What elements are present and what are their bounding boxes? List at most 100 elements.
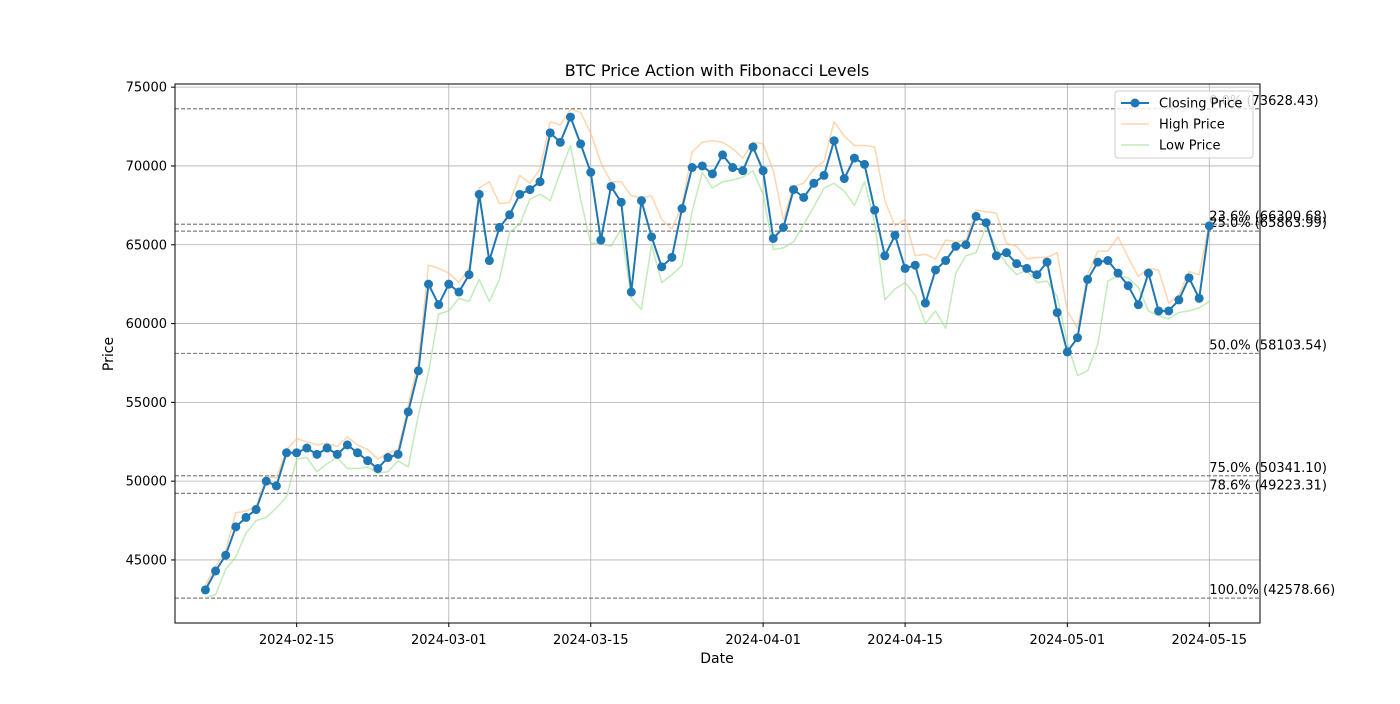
closing-price-point [1052,308,1062,318]
closing-price-point [271,481,281,491]
closing-price-point [900,263,910,273]
legend-box [1114,90,1254,159]
price-series [200,108,1214,599]
closing-price-point [910,260,920,270]
y-tick-label: 60000 [126,317,167,332]
closing-price-point [860,159,870,169]
closing-price-point [920,298,930,308]
y-tick-label: 75000 [126,81,167,96]
closing-price-point [424,279,434,289]
closing-price-point [657,262,667,272]
closing-price-point [819,170,829,180]
closing-price-point [312,449,322,459]
closing-price-point [1113,268,1123,278]
legend-label: Closing Price [1159,97,1242,112]
closing-price-point [231,522,241,532]
x-tick-label: 2024-05-01 [1030,633,1106,648]
closing-price-point [332,449,342,459]
closing-price-point [545,128,555,138]
closing-price-point [1032,270,1042,280]
closing-price-point [1072,333,1082,343]
fib-level-label: 100.0% (42578.66) [1209,583,1335,598]
closing-price-point [931,265,941,275]
closing-price-point [586,167,596,177]
x-axis-ticks: 2024-02-15 2024-03-01 2024-03-15 2024-04-01… [259,623,1247,648]
closing-price-point [1093,257,1103,267]
legend-marker [1130,98,1140,108]
y-tick-label: 65000 [126,238,167,253]
x-tick-label: 2024-03-15 [553,633,629,648]
closing-price-point [444,279,454,289]
closing-price-point [758,166,768,176]
chart-title: BTC Price Action with Fibonacci Levels [565,61,869,80]
y-tick-label: 50000 [126,475,167,490]
closing-price-point [565,112,575,122]
legend-label: Low Price [1159,139,1220,154]
closing-price-point [322,443,332,453]
closing-price-point [505,210,515,220]
closing-price-point [829,136,839,146]
closing-price-point [707,169,717,179]
closing-price-point [484,256,494,266]
closing-price-point [961,240,971,250]
closing-price-point [1062,347,1072,357]
closing-price-point [667,252,677,262]
closing-price-point [474,189,484,199]
x-tick-label: 2024-04-01 [725,633,801,648]
closing-price-point [647,232,657,242]
closing-price-point [515,189,525,199]
legend: Closing Price High Price Low Price [1114,90,1254,159]
x-tick-label: 2024-03-01 [411,633,487,648]
closing-price-point [251,505,261,515]
y-axis-label: Price [101,337,117,371]
closing-price-point [941,256,951,266]
closing-price-point [1164,306,1174,316]
y-tick-label: 45000 [126,553,167,568]
closing-price-point [718,150,728,160]
low-price-line [205,144,1210,599]
closing-price-point [1022,263,1032,273]
closing-price-point [200,585,210,595]
closing-price-point [616,197,626,207]
closing-price-point [799,192,809,202]
closing-price-point [1194,293,1204,303]
fib-level-label: 23.6% (66300.68) [1209,209,1327,224]
closing-price-point [464,270,474,280]
closing-price-point [890,230,900,240]
closing-price-point [403,407,413,417]
closing-price-point [677,204,687,214]
closing-price-point [849,153,859,163]
closing-price-point [1133,300,1143,310]
y-tick-label: 70000 [126,159,167,174]
fib-level-label: 50.0% (58103.54) [1209,338,1327,353]
fib-level-label: 78.6% (49223.31) [1209,478,1327,493]
closing-price-point [494,222,504,232]
closing-price-point [728,163,738,173]
y-tick-label: 55000 [126,396,167,411]
closing-price-point [981,218,991,228]
closing-price-point [342,440,352,450]
closing-price-point [211,566,221,576]
closing-price-point [261,476,271,486]
fib-level-label: 25.0% (65863.99) [1209,216,1327,231]
closing-price-point [748,142,758,152]
closing-price-point [373,464,383,474]
closing-price-point [282,448,292,458]
closing-price-point [738,166,748,176]
closing-price-point [789,185,799,195]
closing-price-point [535,177,545,187]
closing-price-point [454,287,464,297]
closing-price-point [1204,221,1214,231]
fib-level-label: 75.0% (50341.10) [1209,461,1327,476]
plot-frame [174,83,1261,624]
closing-price-point [697,161,707,171]
closing-price-point [221,550,231,560]
closing-price-point [353,448,363,458]
legend-label: High Price [1159,118,1225,133]
closing-price-point [1042,257,1052,267]
closing-price-point [870,205,880,215]
closing-price-point [768,233,778,243]
closing-price-point [302,443,312,453]
